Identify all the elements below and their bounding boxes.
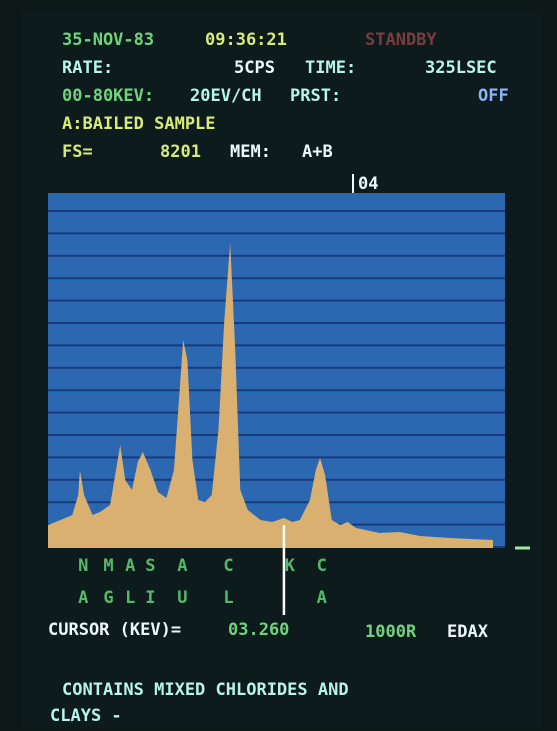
screen: 35-NOV-83 09:36:21 STANDBY RATE: 5CPS TI…	[0, 0, 557, 731]
preset-label: PRST:	[290, 86, 341, 106]
resolution: 20EV/CH	[190, 86, 262, 106]
cursor-value: 03.260	[228, 620, 289, 640]
range: 00-80KEV:	[62, 86, 154, 106]
marker: 04	[358, 174, 378, 194]
time-label: TIME:	[305, 58, 356, 78]
element-label: I	[145, 588, 155, 608]
element-label: S	[145, 556, 155, 576]
element-label: A	[125, 556, 135, 576]
time: 325LSEC	[425, 58, 497, 78]
element-label: A	[177, 556, 187, 576]
element-label: N	[78, 556, 88, 576]
element-label: L	[125, 588, 135, 608]
element-label: M	[103, 556, 113, 576]
element-label: U	[177, 588, 187, 608]
element-label: L	[223, 588, 233, 608]
preset: OFF	[478, 86, 509, 106]
mem-label: MEM:	[230, 142, 271, 162]
element-label: K	[285, 556, 296, 576]
fs-label: FS=	[62, 142, 93, 162]
element-label: G	[103, 588, 113, 608]
note: CONTAINS MIXED CHLORIDES AND	[62, 680, 349, 700]
scale: 1000R	[365, 622, 417, 642]
fs: 8201	[160, 142, 201, 162]
clock: 09:36:21	[205, 30, 287, 50]
element-label: A	[78, 588, 88, 608]
brand: EDAX	[447, 622, 489, 642]
element-label: C	[223, 556, 233, 576]
cursor-label: CURSOR (KEV)=	[48, 620, 181, 640]
rate: 5CPS	[234, 58, 275, 78]
date: 35-NOV-83	[62, 30, 154, 50]
mem: A+B	[302, 142, 333, 162]
rate-label: RATE:	[62, 58, 113, 78]
note: CLAYS -	[50, 706, 122, 726]
element-label: A	[317, 588, 327, 608]
element-label: C	[317, 556, 327, 576]
status: STANDBY	[365, 30, 437, 50]
sample: A:BAILED SAMPLE	[62, 114, 216, 134]
